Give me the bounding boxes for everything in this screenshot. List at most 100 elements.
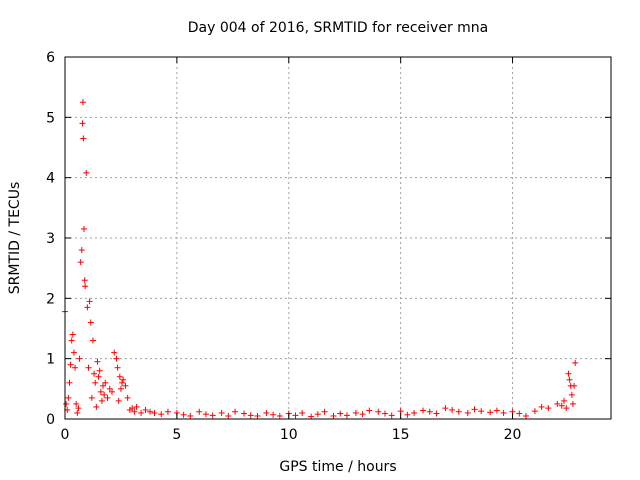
data-point — [82, 283, 89, 290]
data-point — [87, 319, 94, 326]
data-point — [97, 388, 104, 395]
data-point — [568, 391, 575, 398]
y-tick-label: 0 — [46, 412, 55, 428]
data-point — [330, 412, 337, 419]
data-point — [147, 408, 154, 415]
data-point — [554, 400, 561, 407]
data-point — [77, 259, 84, 266]
data-point — [500, 409, 507, 416]
x-tick-label: 15 — [392, 427, 410, 443]
data-point — [70, 349, 77, 356]
data-point — [337, 410, 344, 417]
data-point — [74, 409, 81, 416]
data-point — [352, 409, 359, 416]
data-point — [299, 409, 306, 416]
y-tick-label: 2 — [46, 291, 55, 307]
data-point — [471, 406, 478, 413]
grid-lines — [65, 57, 611, 419]
y-axis-label: SRMTID / TECUs — [7, 182, 23, 295]
data-point — [81, 277, 88, 284]
data-point — [561, 397, 568, 404]
data-point — [102, 379, 109, 386]
data-point — [95, 373, 102, 380]
data-point — [89, 337, 96, 344]
data-point — [375, 408, 382, 415]
data-point — [133, 403, 140, 410]
y-tick-label: 6 — [46, 50, 55, 66]
data-point — [487, 409, 494, 416]
data-point — [464, 409, 471, 416]
data-point — [449, 406, 456, 413]
data-point — [321, 408, 328, 415]
data-point — [292, 412, 299, 419]
data-point — [76, 355, 83, 362]
data-point — [86, 298, 93, 305]
data-point — [218, 409, 225, 416]
y-tick-label: 3 — [46, 231, 55, 247]
data-point — [254, 412, 261, 419]
y-tick-label: 5 — [46, 110, 55, 126]
x-tick-label: 20 — [504, 427, 522, 443]
data-point — [366, 407, 373, 414]
data-point — [80, 135, 87, 142]
data-point — [79, 99, 86, 106]
data-point — [108, 388, 115, 395]
data-point — [138, 409, 145, 416]
data-point — [96, 367, 103, 374]
data-point — [411, 409, 418, 416]
data-point — [115, 397, 122, 404]
data-point — [566, 376, 573, 383]
data-point — [531, 408, 538, 415]
y-tick-label: 1 — [46, 352, 55, 368]
data-point — [78, 247, 85, 254]
data-point — [164, 408, 171, 415]
data-point — [72, 364, 79, 371]
data-point — [79, 120, 86, 127]
data-point — [91, 370, 98, 377]
data-point — [84, 304, 91, 311]
data-point — [101, 391, 108, 398]
data-point — [93, 403, 100, 410]
data-point — [276, 412, 283, 419]
data-point — [119, 379, 126, 386]
data-point — [131, 408, 138, 415]
data-point — [187, 412, 194, 419]
data-point — [202, 411, 209, 418]
data-point — [558, 402, 565, 409]
data-point — [433, 410, 440, 417]
data-point — [104, 394, 111, 401]
data-point — [67, 361, 74, 368]
data-point — [63, 400, 70, 407]
data-point — [209, 412, 216, 419]
data-point — [404, 411, 411, 418]
data-point — [343, 412, 350, 419]
data-point — [563, 405, 570, 412]
data-point — [158, 411, 165, 418]
data-point — [111, 349, 118, 356]
data-point — [442, 405, 449, 412]
data-point — [571, 382, 578, 389]
data-point — [81, 225, 88, 232]
data-point — [69, 331, 76, 338]
chart-title: Day 004 of 2016, SRMTID for receiver mna — [188, 20, 489, 36]
data-point — [66, 379, 73, 386]
data-point — [359, 411, 366, 418]
data-point — [88, 394, 95, 401]
x-axis-label: GPS time / hours — [279, 459, 396, 475]
data-point — [455, 408, 462, 415]
data-point — [522, 412, 529, 419]
data-point — [196, 408, 203, 415]
data-point — [493, 407, 500, 414]
data-point — [120, 376, 127, 383]
data-point — [122, 382, 129, 389]
data-point — [94, 358, 101, 365]
data-point — [113, 355, 120, 362]
axis-ticks: 0 1 2 3 4 5 6 0 5 10 15 20 — [46, 50, 611, 443]
data-point — [241, 410, 248, 417]
data-point — [129, 405, 136, 412]
data-point — [68, 337, 75, 344]
data-point — [124, 394, 131, 401]
data-point — [478, 408, 485, 415]
data-point — [516, 410, 523, 417]
